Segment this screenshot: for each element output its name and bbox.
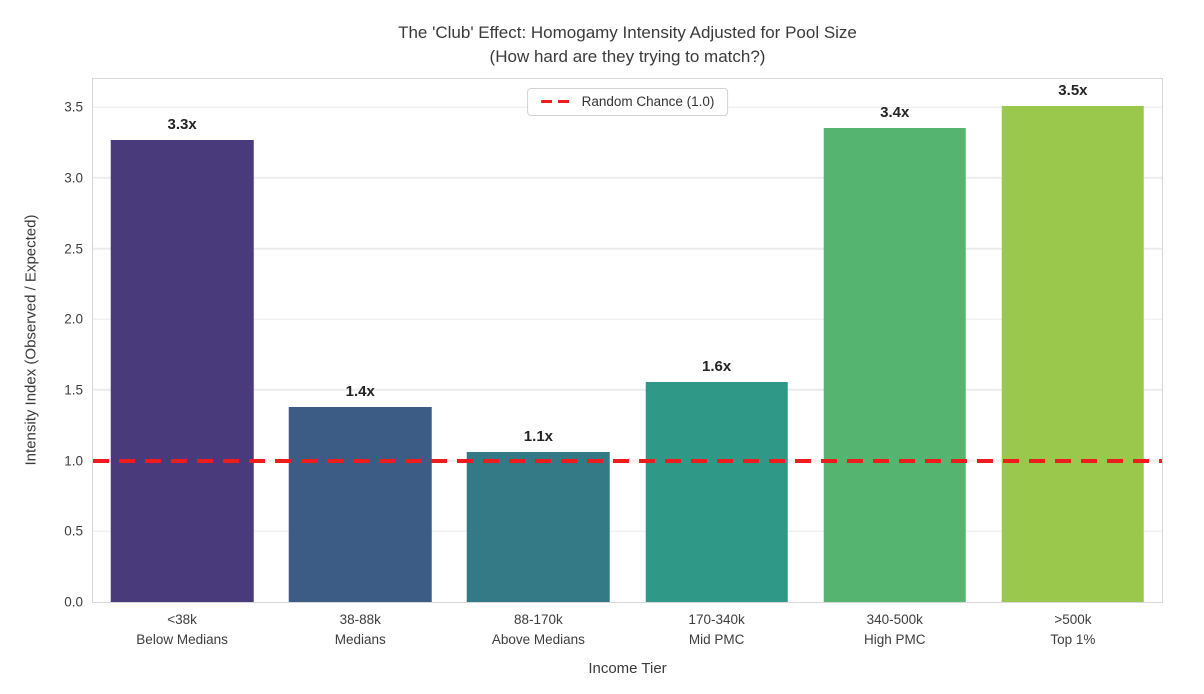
y-tick-label: 1.0 xyxy=(64,453,83,469)
bar-value-label: 3.3x xyxy=(167,115,197,133)
y-gridline xyxy=(93,389,1162,391)
y-tick-label: 0.0 xyxy=(64,594,83,610)
x-tick-label: 340-500k High PMC xyxy=(863,612,926,648)
y-tick-label: 0.5 xyxy=(64,523,83,539)
x-tick-label: <38k Below Medians xyxy=(136,612,228,648)
plot-area: Random Chance (1.0) 0.0 0.5 1.0 1.5 2.0 2.5 3.… xyxy=(64,78,1163,647)
x-tick-label: 170-340k Mid PMC xyxy=(688,612,745,648)
bar: 1.4x xyxy=(288,383,432,602)
x-tick-label: >500k Top 1% xyxy=(1050,612,1096,648)
y-axis-label: Intensity Index (Observed / Expected) xyxy=(22,214,40,466)
y-tick-label: 3.5 xyxy=(64,99,83,115)
y-tick-label: 2.0 xyxy=(64,311,83,327)
bar: 3.3x xyxy=(110,116,254,602)
x-tick-label: 38-88k Medians xyxy=(334,612,386,648)
chart-title: The 'Club' Effect: Homogamy Intensity Ad… xyxy=(92,21,1163,69)
bar: 3.5x xyxy=(1001,82,1145,602)
bar-value-label: 3.5x xyxy=(1058,81,1088,99)
bar-value-label: 1.1x xyxy=(523,428,554,446)
legend: Random Chance (1.0) xyxy=(526,88,729,116)
bar-value-label: 1.6x xyxy=(701,357,732,375)
y-gridline xyxy=(93,318,1162,321)
x-tick-label: 88-170k Above Medians xyxy=(491,612,585,648)
bar: 1.1x xyxy=(467,428,610,602)
reference-line xyxy=(93,458,1162,463)
bar: 1.6x xyxy=(645,358,788,602)
chart-title-line2: (How hard are they trying to match?) xyxy=(489,46,766,66)
bar-value-label: 1.4x xyxy=(345,382,375,400)
x-axis-label: Income Tier xyxy=(588,660,667,677)
bar-value-label: 3.4x xyxy=(880,104,910,122)
legend-label: Random Chance (1.0) xyxy=(581,94,715,109)
dashed-line-icon xyxy=(540,99,571,104)
y-gridline xyxy=(93,530,1162,533)
y-tick-label: 1.5 xyxy=(64,382,83,398)
bar: 3.4x xyxy=(823,104,967,602)
y-tick-label: 3.0 xyxy=(64,170,83,186)
y-gridline xyxy=(93,247,1162,250)
chart-title-line1: The 'Club' Effect: Homogamy Intensity Ad… xyxy=(398,23,857,42)
y-tick-label: 2.5 xyxy=(64,241,83,257)
y-gridline xyxy=(93,177,1162,179)
